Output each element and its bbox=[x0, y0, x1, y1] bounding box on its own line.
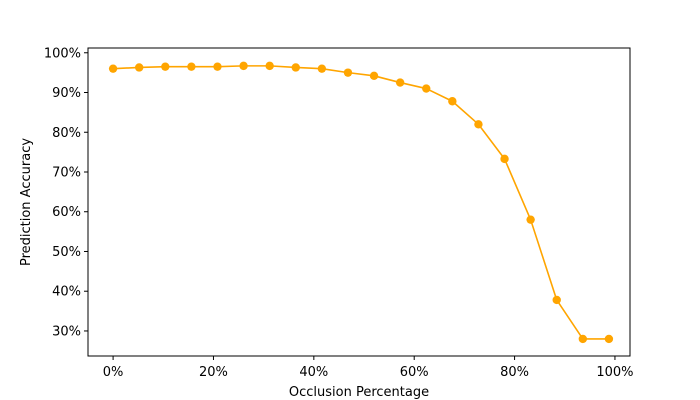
x-axis-label: Occlusion Percentage bbox=[289, 385, 429, 400]
y-tick-label: 40% bbox=[52, 285, 81, 300]
data-point bbox=[161, 62, 170, 71]
x-tick-label: 0% bbox=[103, 365, 124, 380]
plot-area bbox=[87, 47, 631, 357]
series-points bbox=[108, 61, 614, 344]
data-point bbox=[213, 62, 222, 71]
data-point bbox=[239, 61, 248, 71]
y-tick-label: 50% bbox=[52, 245, 81, 260]
data-point bbox=[108, 64, 118, 73]
x-tick-label: 100% bbox=[596, 365, 633, 380]
data-point bbox=[474, 120, 483, 129]
data-point bbox=[291, 63, 300, 72]
x-tick-label: 20% bbox=[199, 365, 228, 380]
series-line bbox=[113, 65, 609, 340]
x-tick-label: 40% bbox=[299, 365, 328, 380]
data-point bbox=[448, 97, 457, 106]
data-point bbox=[134, 63, 144, 72]
x-tick-label: 80% bbox=[500, 365, 529, 380]
y-axis-ticks: 30% 40% 50% 60% 70% 80% 90% 100% bbox=[44, 46, 88, 339]
data-point bbox=[500, 154, 509, 164]
data-point bbox=[422, 84, 431, 93]
y-axis-label: Prediction Accuracy bbox=[19, 138, 34, 266]
data-point bbox=[317, 64, 327, 73]
data-point bbox=[187, 62, 196, 71]
y-tick-label: 80% bbox=[52, 126, 81, 141]
y-tick-label: 100% bbox=[44, 46, 81, 61]
y-tick-label: 70% bbox=[52, 165, 81, 180]
data-point bbox=[604, 334, 614, 344]
series-lines bbox=[113, 65, 609, 340]
data-point bbox=[343, 68, 353, 77]
data-point bbox=[369, 71, 379, 81]
y-tick-label: 30% bbox=[52, 324, 81, 339]
x-tick-label: 60% bbox=[400, 365, 429, 380]
data-point bbox=[578, 334, 588, 344]
y-tick-label: 60% bbox=[52, 205, 81, 220]
data-point bbox=[526, 215, 535, 224]
y-tick-label: 90% bbox=[52, 86, 81, 101]
data-point bbox=[395, 78, 405, 87]
data-point bbox=[265, 61, 274, 71]
data-point bbox=[552, 295, 561, 305]
x-axis-ticks: 0% 20% 40% 60% 80% 100% bbox=[103, 356, 634, 380]
